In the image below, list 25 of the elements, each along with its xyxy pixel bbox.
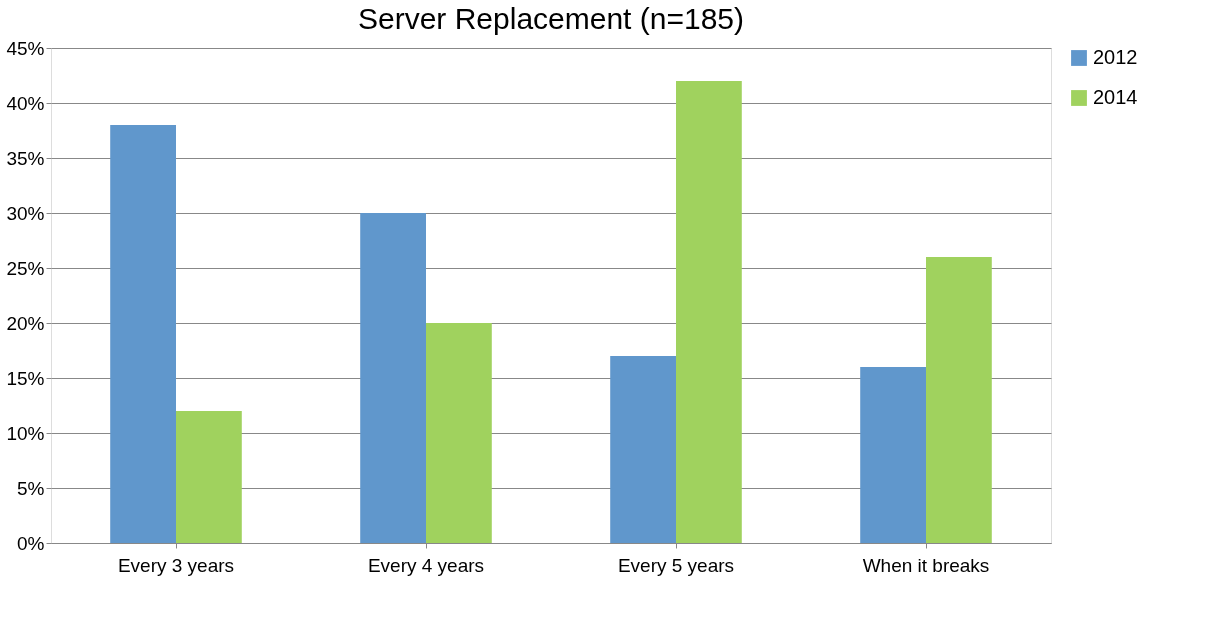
bar bbox=[110, 125, 176, 543]
bar bbox=[676, 81, 742, 543]
y-tick-label: 35% bbox=[6, 147, 45, 169]
y-tick-label: 30% bbox=[6, 202, 45, 224]
bar bbox=[176, 411, 242, 543]
x-tick-label: When it breaks bbox=[862, 554, 990, 576]
y-tick-label: 10% bbox=[6, 422, 45, 444]
legend-label: 2014 bbox=[1093, 86, 1138, 108]
x-tick-label: Every 5 years bbox=[617, 554, 735, 576]
bar bbox=[926, 257, 992, 543]
y-tick-label: 25% bbox=[6, 257, 45, 279]
y-tick-label: 45% bbox=[6, 37, 45, 59]
y-tick-label: 0% bbox=[17, 532, 45, 554]
x-tick-label: Every 3 years bbox=[117, 554, 235, 576]
y-tick-label: 15% bbox=[6, 367, 45, 389]
y-tick-label: 5% bbox=[17, 477, 45, 499]
chart-title: Server Replacement (n=185) bbox=[357, 2, 745, 35]
x-tick-label: Every 4 years bbox=[367, 554, 485, 576]
bar bbox=[610, 356, 676, 543]
bar bbox=[360, 213, 426, 543]
y-tick-label: 20% bbox=[6, 312, 45, 334]
bar bbox=[426, 323, 492, 543]
bar bbox=[860, 367, 926, 543]
y-tick-label: 40% bbox=[6, 92, 45, 114]
legend-label: 2012 bbox=[1093, 46, 1138, 68]
